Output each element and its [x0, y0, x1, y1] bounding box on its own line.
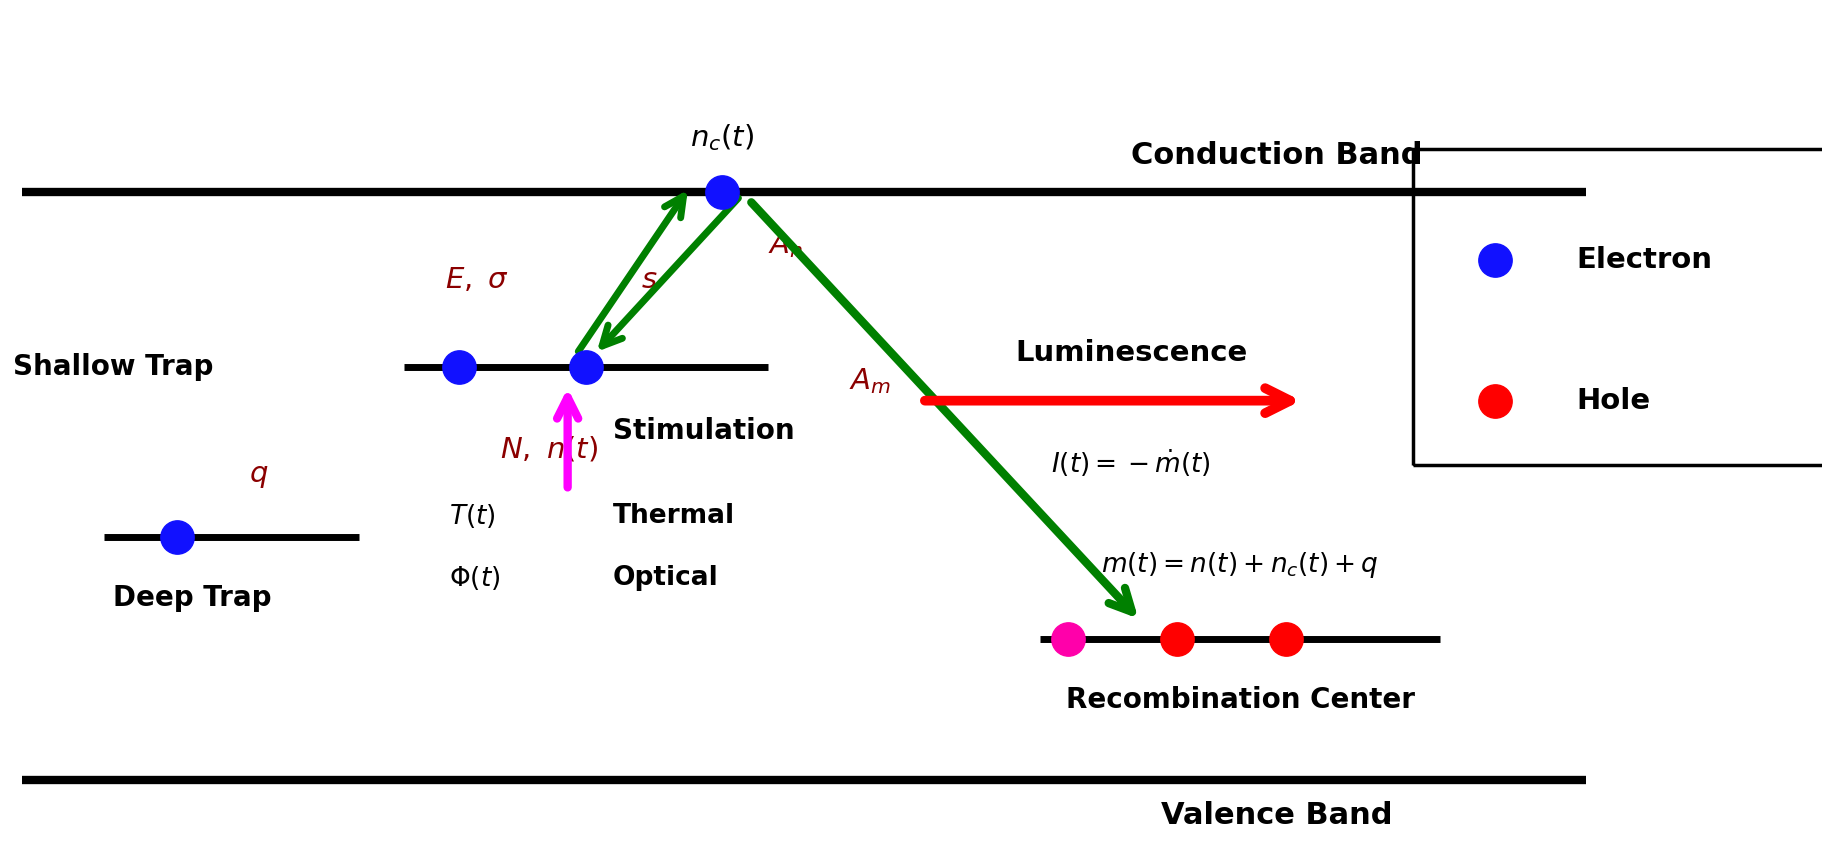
Text: $q$: $q$ [248, 462, 268, 490]
Text: Stimulation: Stimulation [614, 417, 794, 444]
Text: Thermal: Thermal [614, 503, 736, 529]
Text: $N,\ n(t)$: $N,\ n(t)$ [500, 435, 599, 464]
Text: Shallow Trap: Shallow Trap [13, 352, 214, 381]
Text: $A_n$: $A_n$ [767, 230, 803, 260]
Text: $m(t) = n(t)+n_c(t)+q$: $m(t) = n(t)+n_c(t)+q$ [1101, 549, 1379, 579]
Text: Valence Band: Valence Band [1161, 802, 1391, 830]
Text: Recombination Center: Recombination Center [1066, 686, 1415, 715]
Text: $s$: $s$ [641, 266, 657, 294]
Text: Hole: Hole [1576, 387, 1651, 415]
Text: $I(t) = -\dot{m}(t)$: $I(t) = -\dot{m}(t)$ [1052, 448, 1211, 479]
Text: $n_c(t)$: $n_c(t)$ [690, 122, 754, 153]
Text: $\Phi(t)$: $\Phi(t)$ [449, 564, 500, 592]
Text: Deep Trap: Deep Trap [113, 584, 272, 612]
Text: $E,\ \sigma$: $E,\ \sigma$ [446, 266, 509, 294]
Text: Optical: Optical [614, 565, 719, 591]
Text: Luminescence: Luminescence [1015, 338, 1247, 367]
Text: $T(t)$: $T(t)$ [449, 502, 497, 530]
Text: $A_m$: $A_m$ [849, 367, 891, 396]
Text: Electron: Electron [1576, 246, 1713, 274]
Text: Conduction Band: Conduction Band [1130, 141, 1422, 170]
